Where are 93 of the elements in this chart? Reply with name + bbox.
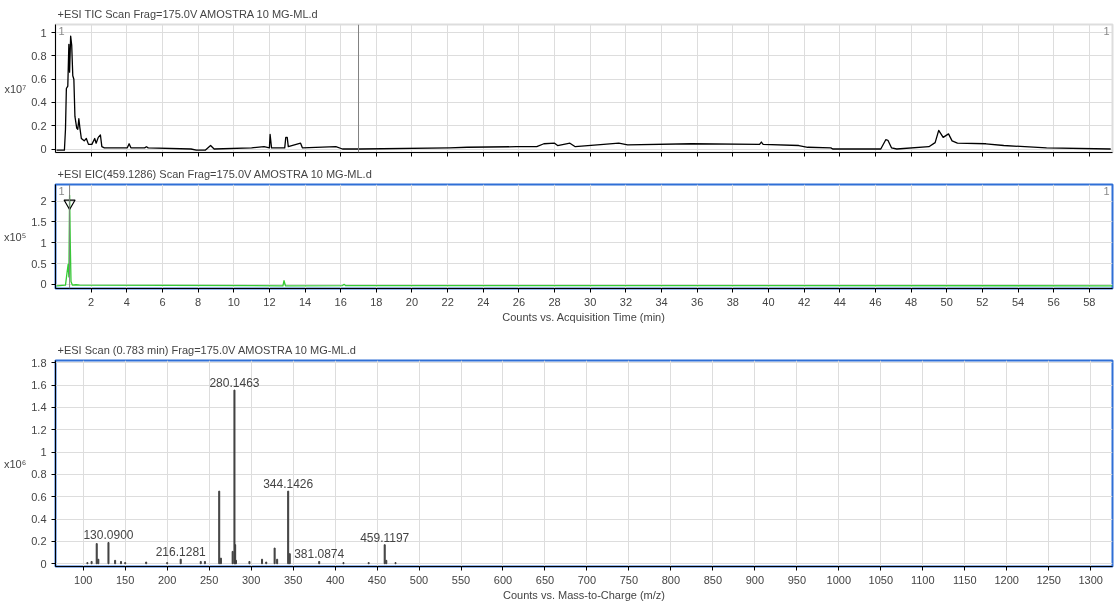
annotation: 381.0874 [294,547,345,562]
x-tick-label: 30 [584,295,597,308]
x-tick-label: 1200 [994,573,1019,586]
x-tick-label: 56 [1047,295,1060,308]
y-tick-label: 1.8 [31,356,47,369]
x-tick-label: 36 [691,295,704,308]
x-tick-label: 800 [661,573,681,586]
x-tick-label: 300 [241,573,261,586]
x-tick-label: 16 [334,295,347,308]
x-tick-label: 2 [88,295,95,308]
y-tick-label: 1.2 [31,423,47,436]
x-tick-label: 8 [195,295,202,308]
x-tick-label: 50 [940,295,953,308]
x-tick-label: 400 [325,573,345,586]
x-tick-label: 38 [726,295,739,308]
x-tick-label: 150 [116,573,135,586]
x-tick-label: 1150 [952,573,977,586]
y-tick-label: 1 [40,236,47,249]
y-tick-label: 1.6 [31,379,47,392]
annotation: 130.0900 [83,528,134,543]
x-tick-label: 750 [619,573,639,586]
x-tick-label: 20 [405,295,419,308]
x-tick-label: 28 [548,295,561,308]
y-tick-label: 0.4 [31,513,47,526]
x-tick-label: 4 [123,295,130,308]
x-tick-label: 46 [869,295,882,308]
x-tick-label: 14 [298,295,312,308]
x-tick-label: 1050 [868,573,894,586]
chart-title: +ESI Scan (0.783 min) Frag=175.0V AMOSTRA 10 MG-ML.d [57,343,356,356]
y-tick-label: 0.2 [31,535,47,548]
y-tick-label: 0.8 [31,49,47,62]
annotation: 1 [58,184,65,197]
x-tick-label: 950 [787,573,807,586]
annotation: 1 [1103,24,1110,37]
y-tick-label: 0.4 [31,96,47,109]
x-tick-label: 18 [370,295,383,308]
x-tick-label: 24 [477,295,490,308]
annotation: 459.1197 [360,530,410,545]
x-tick-label: 250 [199,573,219,586]
x-tick-label: 500 [409,573,429,586]
annotation: 1 [1103,184,1110,197]
x-tick-label: 12 [263,295,276,308]
x-tick-label: 700 [577,573,597,586]
x-tick-label: 34 [655,295,668,308]
y-axis-title: x10⁵ [3,230,27,243]
x-tick-label: 26 [512,295,526,308]
y-tick-label: 1.5 [31,215,47,228]
y-tick-label: 1.4 [31,401,47,414]
y-tick-label: 0.8 [31,468,47,481]
y-tick-label: 1 [40,26,47,39]
chart-title: +ESI TIC Scan Frag=175.0V AMOSTRA 10 MG-ML.d [57,7,318,20]
annotation: 216.1281 [155,545,207,560]
x-tick-label: 1250 [1036,573,1061,586]
x-axis-title: Counts vs. Acquisition Time (min) [502,310,665,323]
y-tick-label: 2 [40,195,47,208]
x-tick-label: 54 [1011,295,1025,308]
annotation: 1 [58,24,65,37]
x-tick-label: 850 [703,573,723,586]
x-tick-label: 32 [619,295,633,308]
x-tick-label: 350 [283,573,303,586]
y-tick-label: 1 [40,446,47,459]
x-tick-label: 1100 [910,573,935,586]
x-tick-label: 10 [227,295,240,308]
x-tick-label: 22 [441,295,454,308]
x-tick-label: 650 [535,573,555,586]
y-axis-title: x10⁶ [3,457,27,470]
x-tick-label: 44 [833,295,846,308]
x-tick-label: 200 [157,573,177,586]
x-tick-label: 1000 [826,573,852,586]
x-tick-label: 1300 [1078,573,1103,586]
x-tick-label: 550 [451,573,471,586]
x-tick-label: 48 [904,295,918,308]
x-tick-label: 600 [493,573,513,586]
x-tick-label: 6 [159,295,166,308]
y-axis-title: x10⁷ [4,82,27,95]
y-tick-label: 0.6 [31,73,47,86]
x-tick-label: 900 [745,573,765,586]
x-tick-label: 42 [798,295,811,308]
x-tick-label: 58 [1083,295,1096,308]
chart-title: +ESI EIC(459.1286) Scan Frag=175.0V AMOSTRA 10 MG-ML.d [57,167,372,180]
y-tick-label: 0.6 [31,490,47,503]
x-tick-label: 100 [74,573,93,586]
x-tick-label: 52 [976,295,989,308]
y-tick-label: 0 [40,278,47,291]
x-tick-label: 40 [762,295,775,308]
y-tick-label: 0.5 [31,257,47,270]
y-tick-label: 0 [40,557,47,570]
x-axis-title: Counts vs. Mass-to-Charge (m/z) [503,588,665,601]
y-tick-label: 0 [40,143,47,156]
x-tick-label: 450 [367,573,387,586]
annotation: 344.1426 [263,477,314,492]
annotation: 280.1463 [209,376,260,391]
y-tick-label: 0.2 [31,119,47,132]
